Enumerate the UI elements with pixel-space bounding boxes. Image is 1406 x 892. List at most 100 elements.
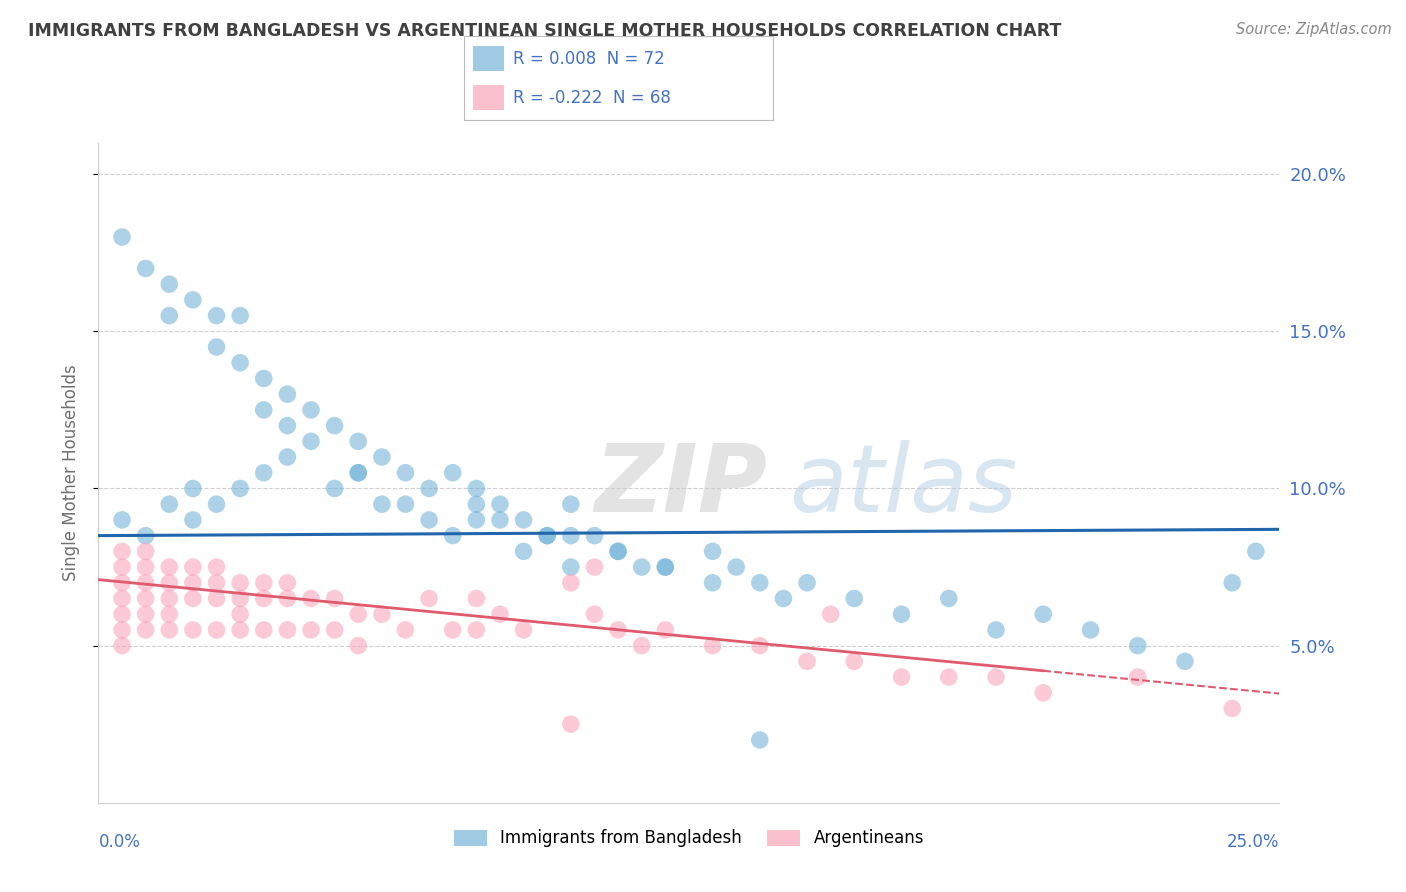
Point <box>205 309 228 323</box>
Text: ZIP: ZIP <box>595 440 768 532</box>
Point <box>938 591 960 606</box>
Point <box>347 466 370 480</box>
Point <box>157 607 180 622</box>
Point <box>253 591 276 606</box>
Point <box>394 497 416 511</box>
Point <box>748 733 770 747</box>
Point <box>465 497 488 511</box>
Point <box>135 261 157 276</box>
Point <box>205 591 228 606</box>
Point <box>347 434 370 449</box>
Point <box>157 591 180 606</box>
Point <box>702 575 724 590</box>
Point <box>135 607 157 622</box>
Point <box>394 466 416 480</box>
Point <box>583 560 606 574</box>
Point <box>323 623 346 637</box>
Point <box>205 560 228 574</box>
Point <box>111 623 134 637</box>
Point <box>276 418 298 433</box>
Point <box>181 293 204 307</box>
Point <box>157 277 180 292</box>
Point <box>890 670 912 684</box>
Point <box>111 230 134 244</box>
Point <box>205 340 228 354</box>
Point <box>418 591 440 606</box>
Text: IMMIGRANTS FROM BANGLADESH VS ARGENTINEAN SINGLE MOTHER HOUSEHOLDS CORRELATION C: IMMIGRANTS FROM BANGLADESH VS ARGENTINEA… <box>28 22 1062 40</box>
Bar <box>474 45 505 71</box>
Point <box>984 670 1007 684</box>
Point <box>1032 607 1054 622</box>
Point <box>135 560 157 574</box>
Point <box>229 309 252 323</box>
Point <box>135 528 157 542</box>
Point <box>347 607 370 622</box>
Point <box>135 544 157 558</box>
Point <box>607 544 630 558</box>
Point <box>536 528 558 542</box>
Point <box>560 528 582 542</box>
Point <box>560 575 582 590</box>
Point <box>276 450 298 464</box>
Point <box>229 356 252 370</box>
Point <box>748 575 770 590</box>
Point <box>489 497 512 511</box>
Point <box>630 560 652 574</box>
Point <box>253 371 276 385</box>
Text: R = 0.008  N = 72: R = 0.008 N = 72 <box>513 50 665 68</box>
Point <box>607 623 630 637</box>
Point <box>347 639 370 653</box>
Point <box>371 497 394 511</box>
Point <box>157 623 180 637</box>
Point <box>512 623 534 637</box>
Point <box>157 560 180 574</box>
Point <box>536 528 558 542</box>
Point <box>229 623 252 637</box>
Point <box>229 591 252 606</box>
Point <box>702 544 724 558</box>
Point <box>560 497 582 511</box>
Point <box>394 623 416 637</box>
Point <box>111 560 134 574</box>
Point <box>323 591 346 606</box>
Point <box>299 403 322 417</box>
Point <box>820 607 842 622</box>
Point <box>299 623 322 637</box>
Point <box>205 575 228 590</box>
Point <box>111 575 134 590</box>
Point <box>253 403 276 417</box>
Point <box>583 528 606 542</box>
Point <box>654 560 676 574</box>
Point <box>299 591 322 606</box>
Point <box>465 591 488 606</box>
Point <box>418 513 440 527</box>
Text: atlas: atlas <box>789 441 1018 532</box>
Point <box>276 591 298 606</box>
Point <box>512 513 534 527</box>
Point <box>111 607 134 622</box>
Text: 0.0%: 0.0% <box>98 832 141 850</box>
Point <box>441 528 464 542</box>
Point <box>299 434 322 449</box>
Point <box>205 623 228 637</box>
Point <box>489 513 512 527</box>
Point <box>1174 654 1197 668</box>
Text: 25.0%: 25.0% <box>1227 832 1279 850</box>
Point <box>253 575 276 590</box>
Point <box>890 607 912 622</box>
Point <box>938 670 960 684</box>
Point <box>181 623 204 637</box>
Point <box>1032 686 1054 700</box>
Point <box>560 560 582 574</box>
Point <box>181 513 204 527</box>
Point <box>323 418 346 433</box>
Point <box>111 639 134 653</box>
Point <box>441 623 464 637</box>
Point <box>229 607 252 622</box>
Point <box>583 607 606 622</box>
Point <box>844 654 866 668</box>
Point <box>984 623 1007 637</box>
Point <box>1126 639 1149 653</box>
Point <box>725 560 748 574</box>
Point <box>654 560 676 574</box>
